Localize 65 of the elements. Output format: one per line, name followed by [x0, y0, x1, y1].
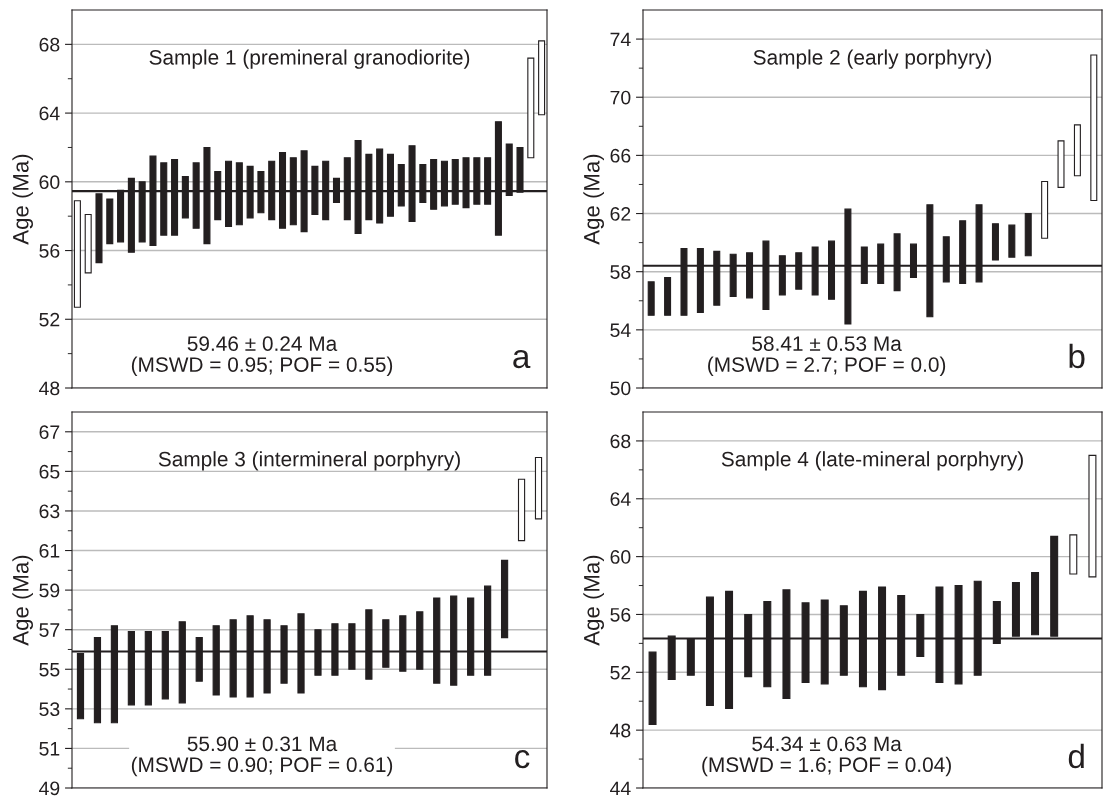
- y-tick-label: 56: [39, 244, 60, 258]
- y-tick-label: 56: [610, 607, 631, 622]
- y-tick-label: 61: [39, 543, 60, 558]
- annotation: 59.46 ± 0.24 Ma (MSWD = 0.95; POF = 0.55): [131, 336, 393, 377]
- y-tick-label: 58: [610, 265, 631, 279]
- y-axis-title: Age (Ma): [12, 154, 34, 245]
- annotation: d: [1068, 743, 1084, 769]
- bar: [527, 57, 535, 159]
- bar: [1008, 224, 1016, 258]
- annotation: a: [513, 349, 531, 369]
- y-tick-label: 48: [610, 723, 631, 738]
- y-tick-label: 54: [610, 323, 631, 338]
- annotation: c: [515, 749, 530, 769]
- bar: [534, 456, 543, 520]
- y-tick-label: 64: [39, 106, 60, 121]
- y-tick-label: 67: [39, 425, 60, 440]
- y-tick-label: 65: [39, 464, 60, 479]
- y-axis-title: Age (Ma): [583, 555, 605, 646]
- bar: [1031, 571, 1040, 636]
- bar: [1024, 212, 1032, 257]
- y-tick-label: 57: [39, 623, 60, 637]
- annotation: 58.41 ± 0.53 Ma (MSWD = 2.7; POF = 0.0): [708, 336, 946, 377]
- y-tick-label: 51: [39, 742, 60, 756]
- y-tick-label: 60: [610, 550, 631, 564]
- bar: [647, 281, 655, 316]
- annotation: 55.90 ± 0.31 Ma (MSWD = 0.90; POF = 0.61): [131, 736, 393, 777]
- y-tick-label: 49: [39, 781, 60, 796]
- y-tick-label: 70: [610, 90, 631, 105]
- y-tick-label: 53: [39, 702, 60, 717]
- bar: [84, 213, 92, 274]
- y-tick-label: 55: [39, 662, 60, 677]
- annotation: b: [1069, 343, 1085, 369]
- y-tick-label: 44: [610, 781, 631, 796]
- text: Sample 2 (early porphyry): [753, 49, 992, 69]
- y-tick-label: 68: [39, 37, 60, 52]
- annotation: 54.34 ± 0.63 Ma (MSWD = 1.6; POF = 0.04): [702, 736, 951, 777]
- y-tick-label: 60: [39, 175, 60, 190]
- y-tick-label: 52: [610, 665, 631, 680]
- y-tick-label: 59: [39, 583, 60, 598]
- y-axis-title: Age (Ma): [583, 154, 605, 245]
- bar: [1057, 140, 1065, 188]
- bar: [500, 559, 509, 639]
- bar: [991, 223, 999, 261]
- y-tick-label: 62: [610, 207, 631, 221]
- bar: [1073, 124, 1081, 177]
- bar: [664, 276, 672, 316]
- y-tick-label: 68: [610, 434, 631, 449]
- text: Sample 4 (late-mineral porphyry): [721, 451, 1023, 471]
- y-axis-title: Age (Ma): [12, 555, 34, 646]
- y-tick-label: 50: [610, 381, 631, 396]
- bar: [517, 478, 526, 542]
- y-tick-label: 63: [39, 504, 60, 519]
- bar: [1090, 54, 1098, 202]
- y-tick-label: 66: [610, 148, 631, 163]
- bar: [1069, 534, 1078, 575]
- bar: [1088, 454, 1097, 578]
- y-tick-label: 52: [39, 312, 60, 327]
- bar: [648, 651, 657, 725]
- bar: [1041, 180, 1049, 239]
- bar: [106, 198, 114, 245]
- text: Sample 3 (intermineral porphyry): [158, 451, 460, 471]
- y-tick-label: 64: [610, 492, 631, 507]
- y-tick-label: 74: [610, 32, 631, 47]
- y-tick-label: 48: [39, 381, 60, 396]
- text: Sample 1 (premineral granodiorite): [149, 49, 470, 69]
